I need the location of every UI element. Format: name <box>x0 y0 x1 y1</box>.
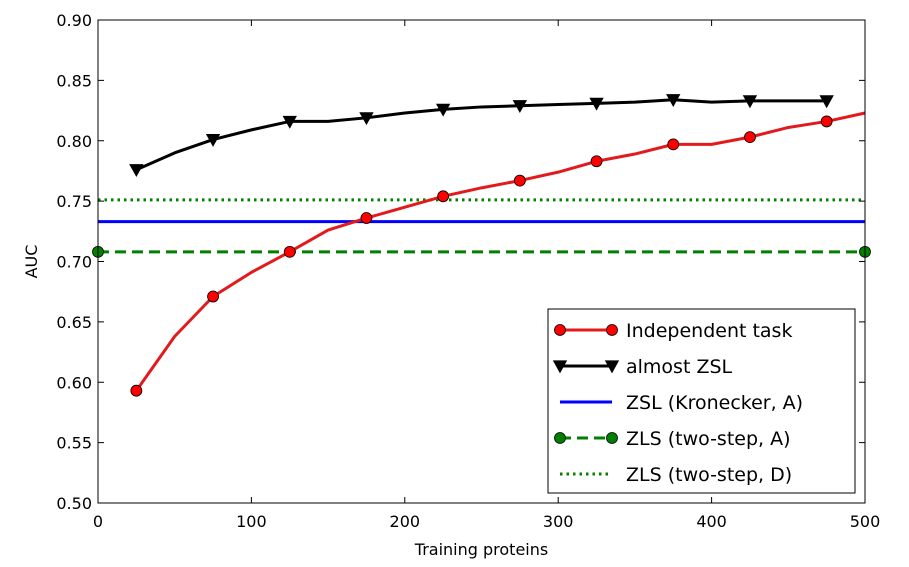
series-layer <box>92 94 871 397</box>
y-tick-label: 0.75 <box>56 192 92 211</box>
data-point <box>282 115 297 129</box>
data-point <box>283 245 296 258</box>
legend-entry: almost ZSL <box>552 356 733 378</box>
data-point <box>742 95 758 109</box>
legend-label: ZLS (two-step, A) <box>626 428 791 450</box>
x-tick-label: 100 <box>236 512 267 531</box>
data-point <box>590 155 603 168</box>
data-point <box>820 115 833 128</box>
y-tick-label: 0.55 <box>56 434 92 453</box>
legend-marker <box>554 432 566 444</box>
series-line <box>135 111 866 392</box>
y-tick-label: 0.90 <box>56 11 92 30</box>
data-point <box>130 384 143 397</box>
series-line <box>135 98 827 172</box>
y-tick-label: 0.65 <box>56 313 92 332</box>
series-independent-task <box>130 111 866 397</box>
x-tick-label: 0 <box>93 512 103 531</box>
data-point <box>129 164 144 178</box>
axis-layer: 0 100 200 300 400 500 0.50 0.55 0.60 0.65 0.70 0.75… <box>56 11 880 531</box>
data-point <box>360 212 373 224</box>
x-tick-label: 300 <box>543 512 574 531</box>
y-tick-label: 0.85 <box>56 71 92 90</box>
data-point <box>667 138 680 151</box>
y-tick-label: 0.80 <box>56 132 92 151</box>
data-point <box>666 94 681 108</box>
legend-marker <box>606 432 618 444</box>
legend-marker <box>604 360 620 374</box>
legend-label: almost ZSL <box>626 356 733 378</box>
legend-label: Independent task <box>626 320 792 342</box>
legend-label: ZSL (Kronecker, A) <box>626 392 803 414</box>
legend-marker <box>554 324 566 336</box>
x-tick-label: 200 <box>390 512 421 531</box>
legend-entry: ZLS (two-step, D) <box>560 464 792 486</box>
data-point <box>359 112 374 126</box>
data-point <box>819 95 834 109</box>
legend: Independent task almost ZSL ZSL (Kronecker… <box>547 308 856 494</box>
data-point <box>512 100 528 114</box>
series-almost-zsl <box>129 94 834 178</box>
data-point <box>435 103 451 117</box>
legend-label: ZLS (two-step, D) <box>626 464 792 486</box>
legend-marker <box>606 324 618 336</box>
data-point <box>589 97 604 111</box>
x-tick-label: 400 <box>696 512 727 531</box>
legend-entry: ZSL (Kronecker, A) <box>560 392 803 414</box>
data-point <box>437 190 450 203</box>
y-tick-label: 0.70 <box>56 253 92 272</box>
data-point <box>744 131 756 144</box>
legend-entry: Independent task <box>554 320 792 342</box>
y-tick-label: 0.60 <box>56 373 92 392</box>
x-tick-label: 500 <box>850 512 881 531</box>
legend-entry: ZLS (two-step, A) <box>554 428 791 450</box>
y-axis-label: AUC <box>22 245 41 279</box>
y-tick-label: 0.50 <box>56 494 92 513</box>
data-point <box>205 133 221 147</box>
x-axis-label: Training proteins <box>414 540 548 559</box>
data-point <box>513 174 526 187</box>
data-point <box>207 290 219 303</box>
legend-marker <box>552 360 568 374</box>
